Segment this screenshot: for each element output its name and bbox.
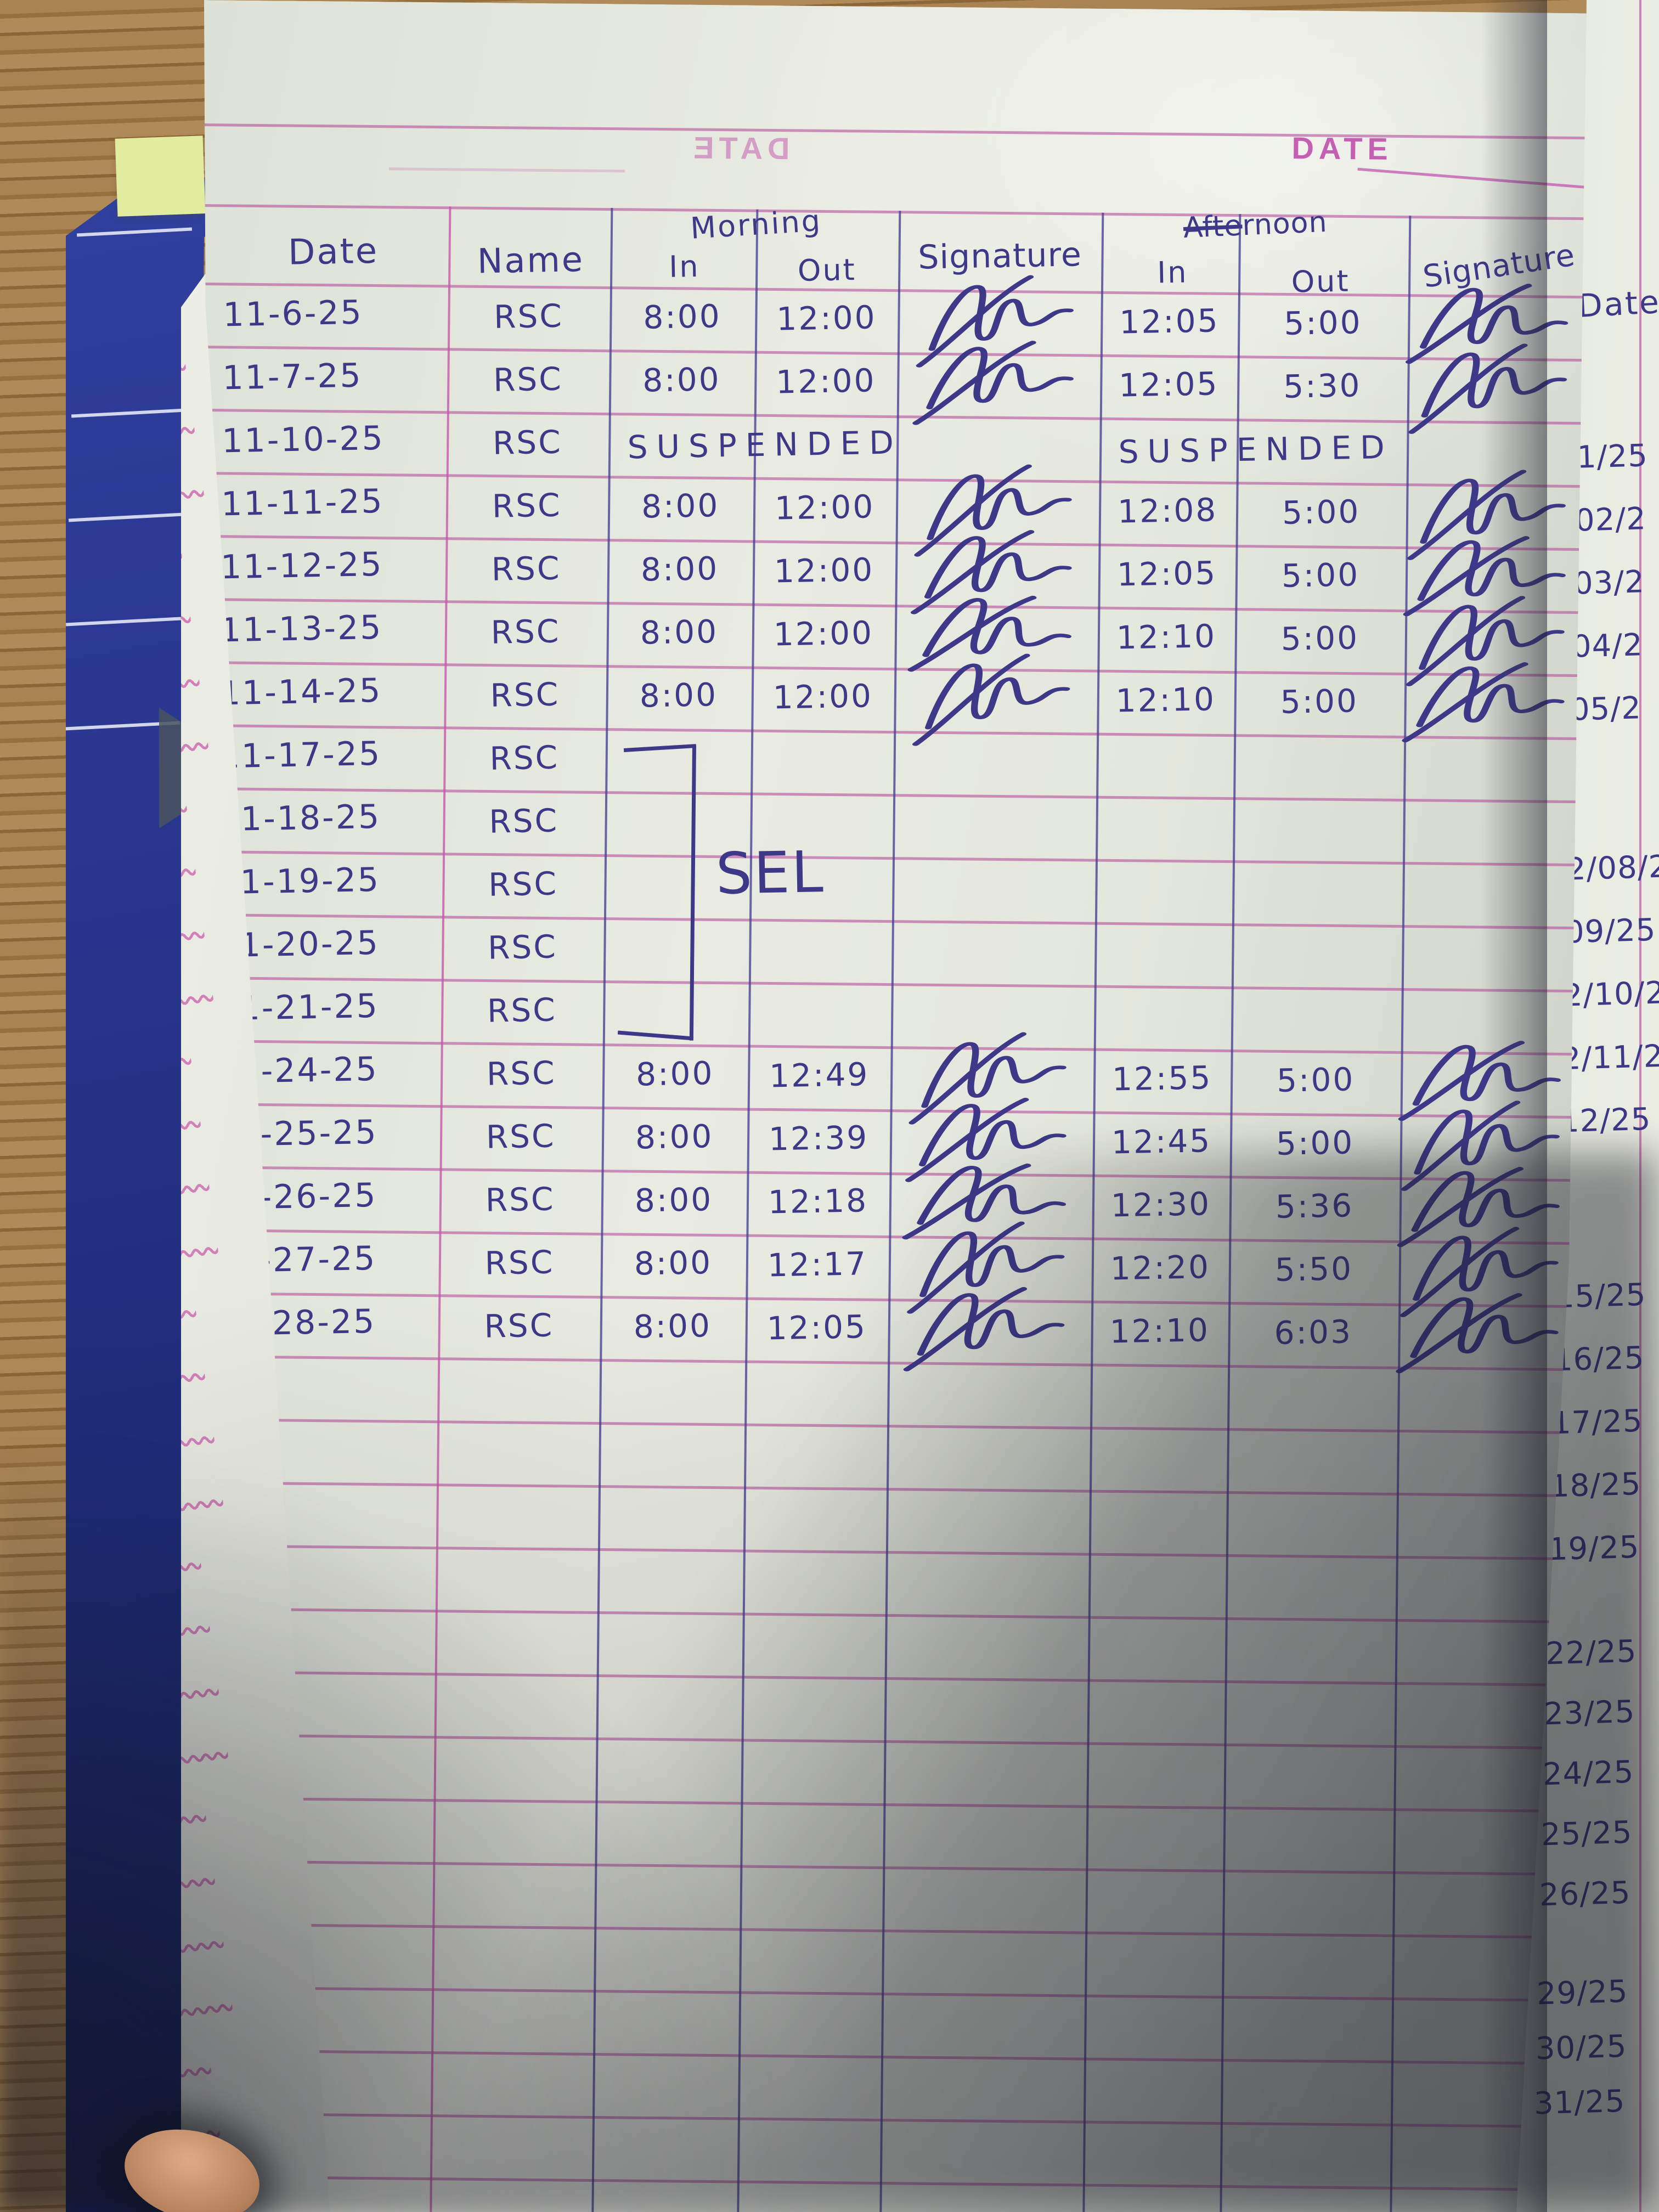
next-page-margin-line — [1639, 0, 1641, 2212]
shadow-bottom-left — [0, 1399, 823, 2212]
